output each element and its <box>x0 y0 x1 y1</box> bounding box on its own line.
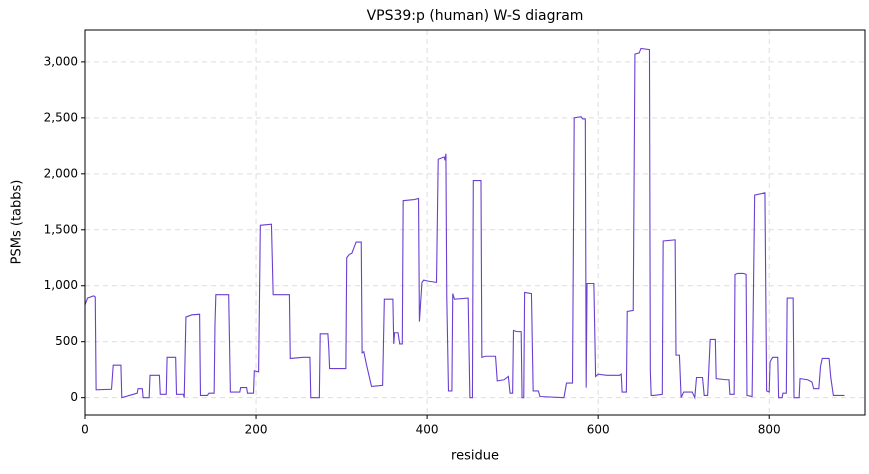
x-tick-label: 200 <box>245 423 268 437</box>
plot-frame <box>84 29 866 416</box>
x-tick-label: 600 <box>587 423 610 437</box>
y-tick-label: 0 <box>70 390 78 404</box>
x-tick-label: 0 <box>81 423 89 437</box>
x-tick-label: 400 <box>416 423 439 437</box>
y-tick-label: 1,000 <box>44 278 78 292</box>
y-axis-label: PSMs (tabbs) <box>10 180 25 265</box>
data-line <box>84 47 845 400</box>
y-tick-label: 2,500 <box>44 110 78 124</box>
y-tick-label: 500 <box>55 334 78 348</box>
x-tick-label: 800 <box>758 423 781 437</box>
y-tick-label: 2,000 <box>44 166 78 180</box>
chart-title: VPS39:p (human) W-S diagram <box>367 8 584 24</box>
y-tick-label: 3,000 <box>44 54 78 68</box>
y-tick-label: 1,500 <box>44 222 78 236</box>
x-axis-label: residue <box>451 449 499 464</box>
